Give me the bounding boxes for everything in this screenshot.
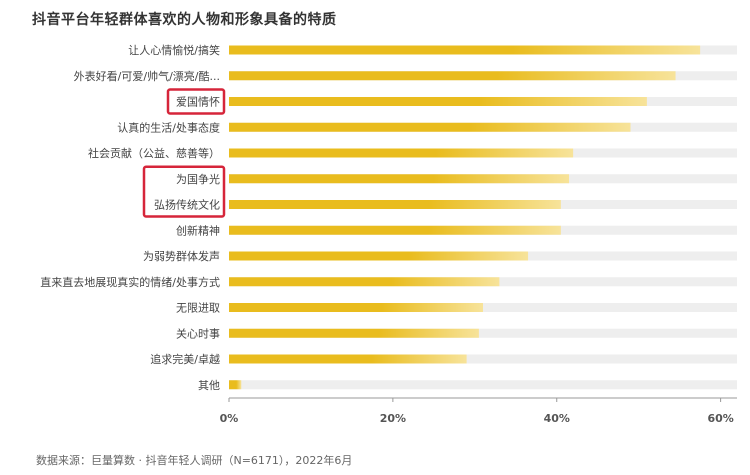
bar-track [229, 380, 737, 390]
bar [229, 174, 570, 184]
x-tick-labels: 0% 20% 40% 60% [220, 412, 734, 425]
bar [229, 200, 561, 209]
category-label: 关心时事 [176, 326, 220, 340]
bar [229, 251, 529, 261]
bar [229, 354, 467, 364]
bar [229, 45, 701, 55]
x-tick-label: 20% [380, 412, 406, 425]
category-label: 让人心情愉悦/搞笑 [128, 43, 220, 57]
bar [229, 97, 647, 106]
category-label: 弘扬传统文化 [154, 198, 220, 212]
bar-track [229, 328, 737, 338]
bar [229, 277, 500, 287]
category-label: 爱国情怀 [176, 96, 220, 109]
category-label: 外表好看/可爱/帅气/漂亮/酷... [74, 69, 220, 83]
category-label: 追求完美/卓越 [150, 352, 220, 366]
bar [229, 380, 242, 390]
x-tick-label: 40% [544, 412, 570, 425]
category-label: 为弱势群体发声 [143, 249, 220, 263]
x-axis [228, 397, 737, 402]
bar [229, 71, 676, 81]
source-note: 数据来源：巨量算数 · 抖音年轻人调研（N=6171），2022年6月 [36, 454, 353, 467]
x-tick-label: 60% [707, 412, 733, 425]
bar [229, 328, 479, 338]
bars [229, 45, 701, 390]
category-label: 创新精神 [176, 223, 220, 237]
highlight-box [166, 88, 226, 115]
bar [229, 303, 483, 312]
bar [229, 148, 574, 158]
category-label: 社会贡献（公益、慈善等） [88, 146, 220, 160]
category-label: 为国争光 [176, 172, 220, 186]
bar [229, 225, 561, 235]
bar-track [229, 354, 737, 364]
highlight-box [142, 165, 226, 218]
highlight-boxes [142, 88, 226, 218]
category-label: 直来直去地展现真实的情绪/处事方式 [40, 275, 220, 289]
category-label: 其他 [198, 379, 220, 392]
chart-title: 抖音平台年轻群体喜欢的人物和形象具备的特质 [32, 12, 337, 28]
x-tick-label: 0% [220, 412, 239, 425]
category-label: 认真的生活/处事态度 [117, 120, 220, 134]
category-label: 无限进取 [176, 302, 220, 315]
bar [229, 122, 631, 132]
